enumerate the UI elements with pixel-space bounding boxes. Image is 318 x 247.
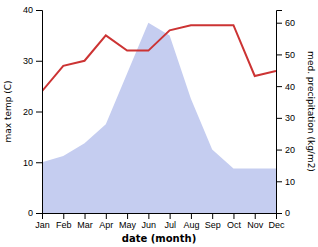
tick-mark [191,213,192,219]
tick-label: 10 [23,158,33,168]
tick-mark [255,213,256,219]
tick: 60 [276,18,295,28]
tick-mark [36,213,42,214]
tick-label: 30 [23,56,33,66]
tick-mark [36,61,42,62]
y2-axis: 0 10 20 30 40 50 60 [276,11,295,219]
tick-label: Oct [227,220,242,230]
tick-mark [276,86,282,87]
tick-label: Apr [99,220,113,230]
tick-label: 0 [28,208,33,218]
axis-line [43,214,277,220]
plot: JanFebMarAprMayJunJulAugSepOctNovDec0102… [23,5,295,230]
x-axis: Jan Feb Mar Apr May Jun Jul Aug Sep Oct Nov Dec [35,213,285,230]
tick: Oct [227,213,242,230]
y2-axis-title: med. precipitation (kg/m2) [306,51,316,172]
tick: Nov [247,213,264,230]
tick-mark [36,112,42,113]
tick: 20 [276,145,295,155]
tick-mark [170,213,171,219]
tick-label: Dec [268,220,285,230]
tick-label: May [119,220,137,230]
tick: 10 [276,177,295,187]
tick: Sep [205,213,221,230]
tick: 30 [276,113,295,123]
y-axis: 0 10 20 30 40 [23,5,43,218]
tick-label: Feb [56,220,72,230]
tick: Dec [268,213,285,230]
tick-label: Sep [205,220,221,230]
axis-line [277,11,283,214]
tick-mark [276,54,282,55]
precipitation-area [42,23,276,213]
marks [42,23,276,213]
tick-mark [233,213,234,219]
tick-mark [63,213,64,219]
chart: JanFebMarAprMayJunJulAugSepOctNovDec0102… [0,0,318,247]
tick-label: Nov [247,220,264,230]
tick-label: 0 [285,208,290,218]
tick: 20 [23,107,42,117]
tick-label: 40 [23,5,33,15]
tick: Jul [164,213,176,230]
tick-label: 20 [23,107,33,117]
tick-mark [148,213,149,219]
tick: Apr [99,213,113,230]
tick: 40 [276,82,295,92]
tick-label: Mar [77,220,93,230]
axis-line [36,11,43,214]
tick-label: 50 [285,50,295,60]
tick-mark [106,213,107,219]
tick: Jun [142,213,157,230]
tick-mark [276,181,282,182]
tick-mark [127,213,128,219]
tick: Mar [77,213,93,230]
tick: Jan [35,213,50,230]
tick-label: 40 [285,82,295,92]
tick-label: 10 [285,177,295,187]
tick-mark [276,213,282,214]
tick: 50 [276,50,295,60]
tick-mark [276,118,282,119]
tick-label: 30 [285,113,295,123]
tick-mark [85,213,86,219]
tick-label: 60 [285,18,295,28]
x-axis-title: date (month) [122,233,196,244]
tick-label: Jun [142,220,157,230]
tick-mark [36,162,42,163]
tick-label: 20 [285,145,295,155]
tick: 0 [28,208,42,218]
tick: 0 [276,208,290,218]
tick: Aug [183,213,199,230]
tick-label: Jan [35,220,50,230]
tick: 30 [23,56,42,66]
tick-label: Jul [164,220,176,230]
tick-mark [36,10,42,11]
tick: 10 [23,158,42,168]
tick-mark [276,150,282,151]
tick-label: Aug [183,220,199,230]
tick: May [119,213,137,230]
tick-mark [212,213,213,219]
tick: Feb [56,213,72,230]
y-axis-title: max temp (C) [3,80,13,142]
tick: 40 [23,5,42,15]
tick-mark [276,23,282,24]
temperature-line [42,25,276,91]
